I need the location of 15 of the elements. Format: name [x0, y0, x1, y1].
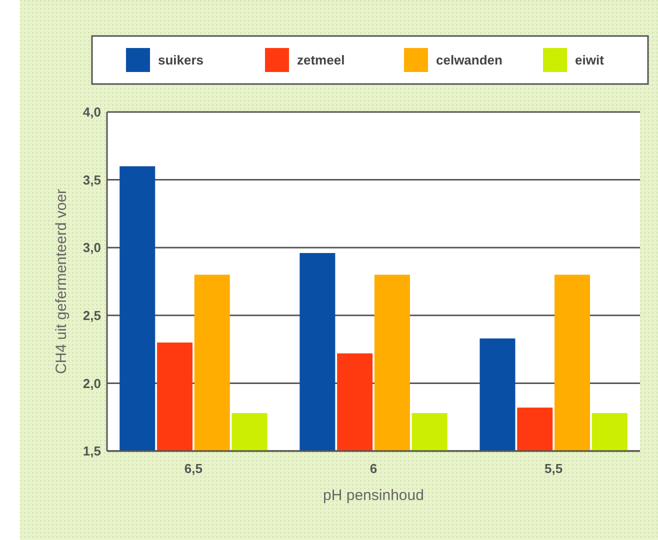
x-axis-title: pH pensinhoud	[323, 487, 424, 504]
y-tick-label: 3,5	[82, 172, 101, 188]
y-tick-label: 2,0	[82, 376, 101, 391]
legend-label: zetmeel	[297, 52, 345, 68]
y-axis-title: CH4 uit gefermenteerd voer	[53, 188, 70, 374]
y-tick-label: 1,5	[82, 444, 101, 459]
y-tick-label: 2,5	[82, 308, 101, 323]
legend-label: suikers	[158, 52, 204, 68]
legend-label: eiwit	[575, 52, 605, 68]
x-tick-label: 6	[370, 461, 378, 476]
y-tick-label: 4,0	[82, 104, 101, 120]
y-tick-label: 3,0	[82, 240, 101, 256]
x-tick-label: 5,5	[544, 461, 563, 476]
legend-label: celwanden	[436, 52, 503, 68]
x-tick-label: 6,5	[184, 461, 202, 476]
